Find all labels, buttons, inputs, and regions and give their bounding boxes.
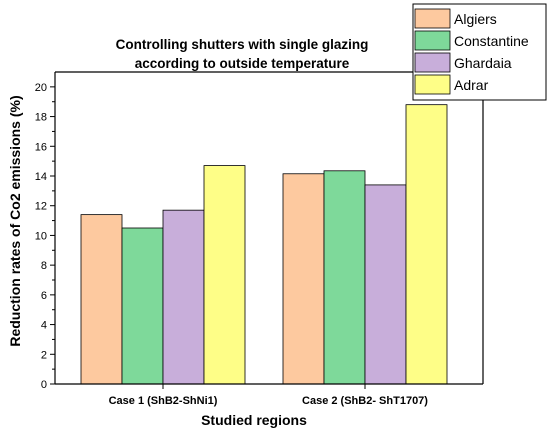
y-tick-label-6: 6 [41,290,47,302]
y-tick-label-12: 12 [35,201,47,213]
legend: Algiers Constantine Ghardaia Adrar [412,3,547,101]
y-tick-label-2: 2 [41,349,47,361]
legend-label-constantine: Constantine [454,33,529,49]
legend-swatch-constantine [414,30,451,51]
x-category-label-2: Case 2 (ShB2- ShT1707) [302,395,428,407]
y-tick-label-20: 20 [35,82,47,94]
plot-area: 0 2 4 6 8 10 12 14 16 18 20 Case 1 (ShB2-ShNi1) Case… [35,71,484,407]
legend-swatch-ghardaia [414,52,451,73]
bar-ghardaia-2 [364,184,407,385]
y-tick-label-0: 0 [41,379,47,391]
bar-ghardaia-1 [162,209,205,385]
y-tick-label-4: 4 [41,320,47,332]
chart-title-line-2: according to outside temperature [135,56,350,71]
bar-constantine-2 [323,170,366,385]
bar-algiers-1 [80,214,123,385]
legend-label-algiers: Algiers [454,11,497,27]
bar-constantine-1 [121,227,164,385]
x-category-label-1: Case 1 (ShB2-ShNi1) [109,395,218,407]
y-tick-label-14: 14 [35,171,47,183]
bar-adrar-1 [203,165,246,385]
bar-adrar-2 [405,104,448,385]
y-tick-label-8: 8 [41,260,47,272]
y-tick-label-10: 10 [35,230,47,242]
x-axis-title: Studied regions [201,412,307,428]
legend-label-ghardaia: Ghardaia [454,55,512,71]
y-tick-label-16: 16 [35,141,47,153]
chart-title-line-1: Controlling shutters with single glazing [116,37,369,52]
legend-swatch-algiers [414,8,451,29]
y-axis-title: Reduction rates of Co2 emissions (%) [7,95,23,346]
bar-algiers-2 [282,173,325,385]
y-tick-label-18: 18 [35,112,47,124]
legend-swatch-adrar [414,74,451,95]
legend-label-adrar: Adrar [454,77,489,93]
